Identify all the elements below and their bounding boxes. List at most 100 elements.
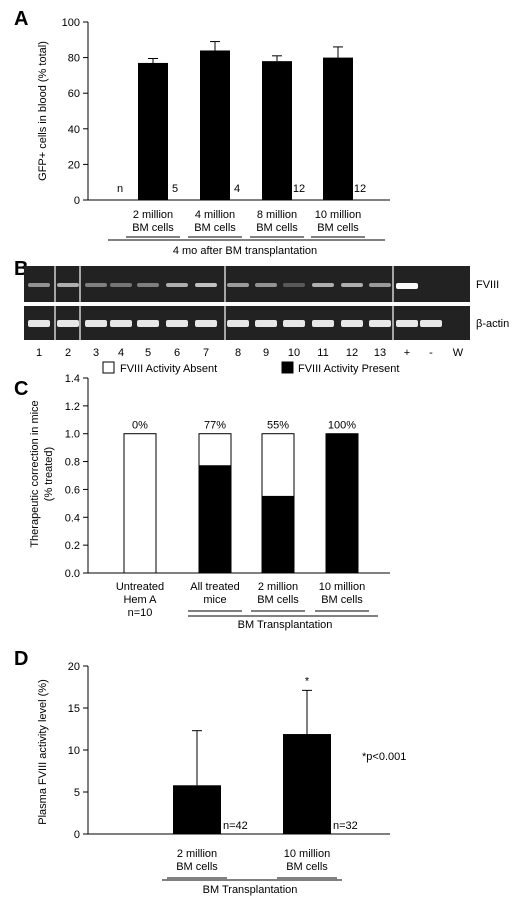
a-bar bbox=[200, 50, 230, 201]
c-tick-label: Hem A bbox=[123, 594, 157, 606]
a-bar bbox=[323, 57, 353, 200]
panel-letter-d: D bbox=[14, 648, 28, 670]
c-tick-label: BM cells bbox=[321, 594, 363, 606]
a-y-tick-label: 80 bbox=[68, 53, 80, 65]
c-percent-label: 77% bbox=[204, 420, 226, 432]
c-y-tick-label: 1.0 bbox=[65, 429, 80, 441]
a-y-tick-label: 0 bbox=[74, 195, 80, 207]
c-tick-label: Untreated bbox=[116, 581, 164, 593]
a-n-value: 4 bbox=[234, 183, 240, 195]
c-y-tick-label: 0.6 bbox=[65, 484, 80, 496]
c-y-axis-label: Therapeutic correction in mice bbox=[29, 400, 41, 547]
a-tick-label: BM cells bbox=[194, 222, 236, 234]
c-bar-present bbox=[261, 495, 295, 574]
panel-letter-c: C bbox=[14, 378, 28, 400]
a-y-tick-label: 60 bbox=[68, 88, 80, 100]
b-band-label-fviii: FVIII bbox=[476, 279, 499, 291]
c-bar-absent bbox=[198, 433, 232, 467]
d-y-tick-label: 20 bbox=[68, 661, 80, 673]
b-actin-band bbox=[137, 320, 159, 327]
c-tick-label: mice bbox=[203, 594, 226, 606]
a-n-label: n bbox=[117, 183, 123, 195]
b-fviii-band bbox=[85, 283, 107, 287]
c-legend-swatch-absent bbox=[102, 361, 115, 374]
b-lane-label: 11 bbox=[317, 347, 328, 359]
b-actin-band bbox=[166, 320, 188, 327]
c-y-tick-label: 0.2 bbox=[65, 540, 80, 552]
b-actin-band bbox=[312, 320, 334, 327]
b-fviii-band bbox=[227, 283, 249, 287]
a-tick-label: BM cells bbox=[132, 222, 174, 234]
a-tick-label: BM cells bbox=[256, 222, 298, 234]
d-significance-star: * bbox=[305, 675, 310, 687]
c-y-tick-label: 1.4 bbox=[65, 373, 80, 385]
b-lane-label: 7 bbox=[203, 347, 209, 359]
d-tick-label: 10 million bbox=[284, 848, 330, 860]
b-fviii-band bbox=[312, 283, 334, 287]
c-bar-absent bbox=[261, 433, 295, 497]
b-actin-band bbox=[110, 320, 132, 327]
c-y-tick-label: 0.4 bbox=[65, 512, 80, 524]
b-lane-label: 5 bbox=[145, 347, 151, 359]
a-y-axis-label: GFP+ cells in blood (% total) bbox=[37, 41, 49, 181]
c-group-label: BM Transplantation bbox=[238, 619, 333, 631]
b-fviii-band bbox=[28, 283, 50, 287]
c-tick-label: 2 million bbox=[258, 581, 298, 593]
d-group-label: BM Transplantation bbox=[203, 884, 298, 896]
b-actin-band bbox=[85, 320, 107, 327]
b-band-label-actin: β-actin bbox=[476, 318, 509, 330]
a-tick-label: 2 million bbox=[133, 209, 173, 221]
b-lane-label: 12 bbox=[346, 347, 358, 359]
b-actin-band bbox=[420, 320, 442, 327]
a-tick-label: 8 million bbox=[257, 209, 297, 221]
c-legend-swatch-present bbox=[281, 361, 294, 374]
d-bar bbox=[173, 785, 221, 834]
d-y-tick-label: 10 bbox=[68, 745, 80, 757]
d-y-tick-label: 0 bbox=[74, 829, 80, 841]
d-bar bbox=[283, 734, 331, 834]
d-y-axis-label: Plasma FVIII activity level (%) bbox=[37, 679, 49, 824]
b-lane-label: 4 bbox=[118, 347, 124, 359]
b-fviii-band bbox=[137, 283, 159, 287]
c-y-tick-label: 0.8 bbox=[65, 457, 80, 469]
b-lane-label: - bbox=[429, 347, 433, 359]
b-actin-band bbox=[396, 320, 418, 327]
c-tick-label: 10 million bbox=[319, 581, 365, 593]
c-bar-present bbox=[198, 465, 232, 574]
b-fviii-band bbox=[195, 283, 217, 287]
b-actin-band bbox=[28, 320, 50, 327]
b-fviii-band bbox=[396, 283, 418, 289]
b-fviii-band bbox=[283, 283, 305, 287]
b-fviii-band bbox=[341, 283, 363, 287]
b-lane-label: 2 bbox=[65, 347, 71, 359]
panel-letter-a: A bbox=[14, 8, 28, 30]
a-group-label: 4 mo after BM transplantation bbox=[173, 245, 317, 257]
a-y-tick-label: 100 bbox=[62, 17, 80, 29]
a-tick-label: 4 million bbox=[195, 209, 235, 221]
c-y-tick-label: 0.0 bbox=[65, 568, 80, 580]
d-n-label: n=32 bbox=[333, 820, 358, 832]
b-lane-label: 6 bbox=[174, 347, 180, 359]
d-p-value: *p<0.001 bbox=[362, 751, 406, 763]
b-fviii-band bbox=[166, 283, 188, 287]
d-y-tick-label: 15 bbox=[68, 703, 80, 715]
a-bar bbox=[138, 62, 168, 200]
c-y-tick-label: 1.2 bbox=[65, 401, 80, 413]
c-bar-absent bbox=[123, 433, 157, 574]
c-y-axis-label: (% treated) bbox=[43, 447, 55, 501]
d-n-label: n=42 bbox=[223, 820, 248, 832]
a-n-value: 12 bbox=[293, 183, 305, 195]
b-actin-band bbox=[57, 320, 79, 327]
b-fviii-band bbox=[57, 283, 79, 287]
c-legend-label-present: FVIII Activity Present bbox=[298, 363, 399, 375]
b-lane-label: 8 bbox=[235, 347, 241, 359]
b-fviii-band bbox=[110, 283, 132, 287]
c-bar-present bbox=[325, 433, 359, 574]
b-actin-band bbox=[255, 320, 277, 327]
d-tick-label: 2 million bbox=[177, 848, 217, 860]
d-tick-label: BM cells bbox=[176, 861, 218, 873]
c-percent-label: 55% bbox=[267, 420, 289, 432]
a-y-tick-label: 40 bbox=[68, 124, 80, 136]
